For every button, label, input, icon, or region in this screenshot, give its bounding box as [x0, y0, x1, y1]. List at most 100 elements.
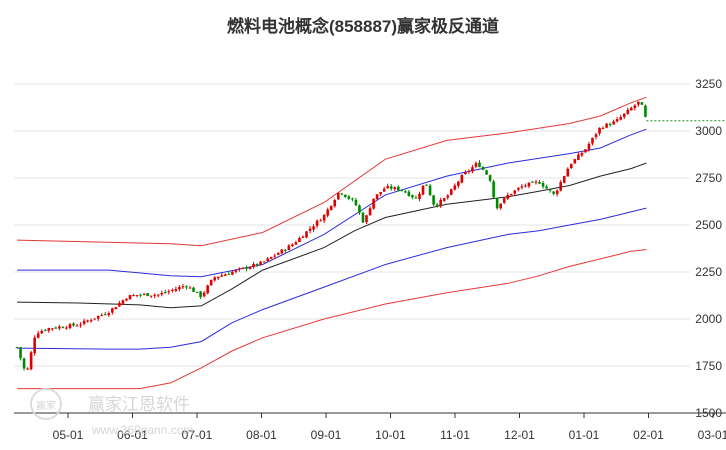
candle-body — [372, 198, 375, 209]
candle-body — [552, 191, 555, 194]
candle-body — [386, 186, 390, 189]
candle-body — [608, 124, 612, 126]
candle-body — [114, 307, 118, 310]
candle-body — [40, 330, 44, 334]
candle-body — [541, 183, 545, 187]
candlesticks — [15, 101, 647, 371]
candle-body — [626, 109, 630, 114]
candle-body — [54, 327, 58, 329]
x-tick-label: 08-01 — [246, 428, 277, 442]
candle-body — [474, 163, 478, 167]
x-tick-label: 11-01 — [440, 428, 470, 442]
candle-body — [573, 159, 577, 164]
candle-body — [478, 162, 481, 167]
y-tick-label: 2000 — [695, 312, 722, 326]
candle-body — [248, 267, 252, 270]
candle-body — [128, 295, 132, 300]
candle-body — [153, 294, 156, 296]
candle-body — [132, 295, 135, 297]
candle-body — [428, 185, 432, 196]
candle-body — [266, 258, 269, 262]
candle-body — [358, 205, 361, 213]
x-tick-label: 05-01 — [53, 428, 84, 442]
y-tick-label: 1750 — [695, 359, 722, 373]
candle-body — [135, 295, 139, 297]
candle-body — [407, 191, 411, 196]
candle-body — [566, 168, 570, 177]
candle-body — [637, 101, 640, 105]
candle-body — [442, 198, 446, 201]
candle-body — [146, 293, 149, 297]
candle-body — [396, 186, 400, 191]
candle-body — [308, 228, 312, 231]
candle-body — [61, 327, 65, 329]
candle-body — [322, 214, 326, 221]
x-axis: 05-01 06-01 07-01 08-01 09-01 10-01 11-01 12-01… — [14, 412, 726, 442]
candle-body — [453, 185, 457, 190]
candle-body — [481, 167, 485, 170]
candle-body — [509, 193, 513, 196]
chart-title: 燃料电池概念(858887)赢家极反通道 — [226, 17, 500, 36]
candle-body — [86, 320, 89, 322]
candle-body — [139, 294, 142, 296]
candle-body — [156, 294, 160, 296]
candle-body — [36, 333, 40, 338]
candle-body — [344, 194, 347, 197]
candle-body — [188, 287, 192, 289]
candle-body — [336, 192, 340, 200]
candle-body — [15, 347, 19, 349]
candle-body — [192, 287, 195, 292]
candle-body — [598, 127, 601, 134]
candle-body — [411, 195, 414, 198]
candle-body — [615, 119, 619, 122]
candle-body — [375, 194, 379, 199]
candle-body — [259, 261, 262, 265]
candle-body — [255, 263, 259, 266]
candle-body — [393, 187, 397, 189]
channel-line — [16, 162, 647, 309]
candle-body — [340, 193, 344, 195]
candle-body — [630, 107, 633, 111]
candle-body — [100, 314, 104, 316]
candle-body — [79, 324, 82, 326]
y-tick-label: 3250 — [695, 77, 722, 91]
candle-body — [333, 200, 337, 207]
candle-body — [47, 328, 51, 331]
candle-body — [96, 315, 100, 319]
candle-body — [284, 249, 287, 251]
candle-body — [301, 236, 305, 238]
candle-body — [545, 186, 548, 189]
candle-body — [612, 121, 615, 125]
x-tick-label: 06-01 — [117, 428, 148, 442]
candle-body — [26, 368, 29, 370]
y-tick-label: 2250 — [695, 265, 722, 279]
candle-body — [449, 189, 453, 195]
candle-body — [51, 328, 54, 330]
candle-body — [287, 245, 291, 251]
candle-body — [206, 285, 209, 294]
x-tick-label: 10-01 — [375, 428, 406, 442]
x-tick-label: 12-01 — [504, 428, 535, 442]
candle-body — [467, 170, 471, 172]
candle-body — [163, 292, 167, 294]
candle-body — [319, 220, 322, 222]
x-tick-label: 02-01 — [633, 428, 664, 442]
candle-body — [280, 249, 284, 254]
candle-body — [569, 164, 573, 168]
candle-body — [231, 271, 234, 275]
candle-body — [171, 289, 174, 291]
candle-body — [562, 176, 566, 183]
candle-body — [185, 286, 188, 288]
candle-body — [435, 204, 439, 206]
candle-body — [33, 337, 36, 354]
candle-body — [418, 193, 421, 200]
candle-body — [361, 212, 365, 223]
candle-body — [368, 208, 372, 216]
candle-body — [227, 273, 231, 275]
candle-body — [587, 143, 591, 150]
candle-body — [584, 149, 587, 153]
candle-body — [414, 197, 418, 199]
candle-body — [633, 105, 637, 108]
candle-body — [58, 326, 61, 329]
